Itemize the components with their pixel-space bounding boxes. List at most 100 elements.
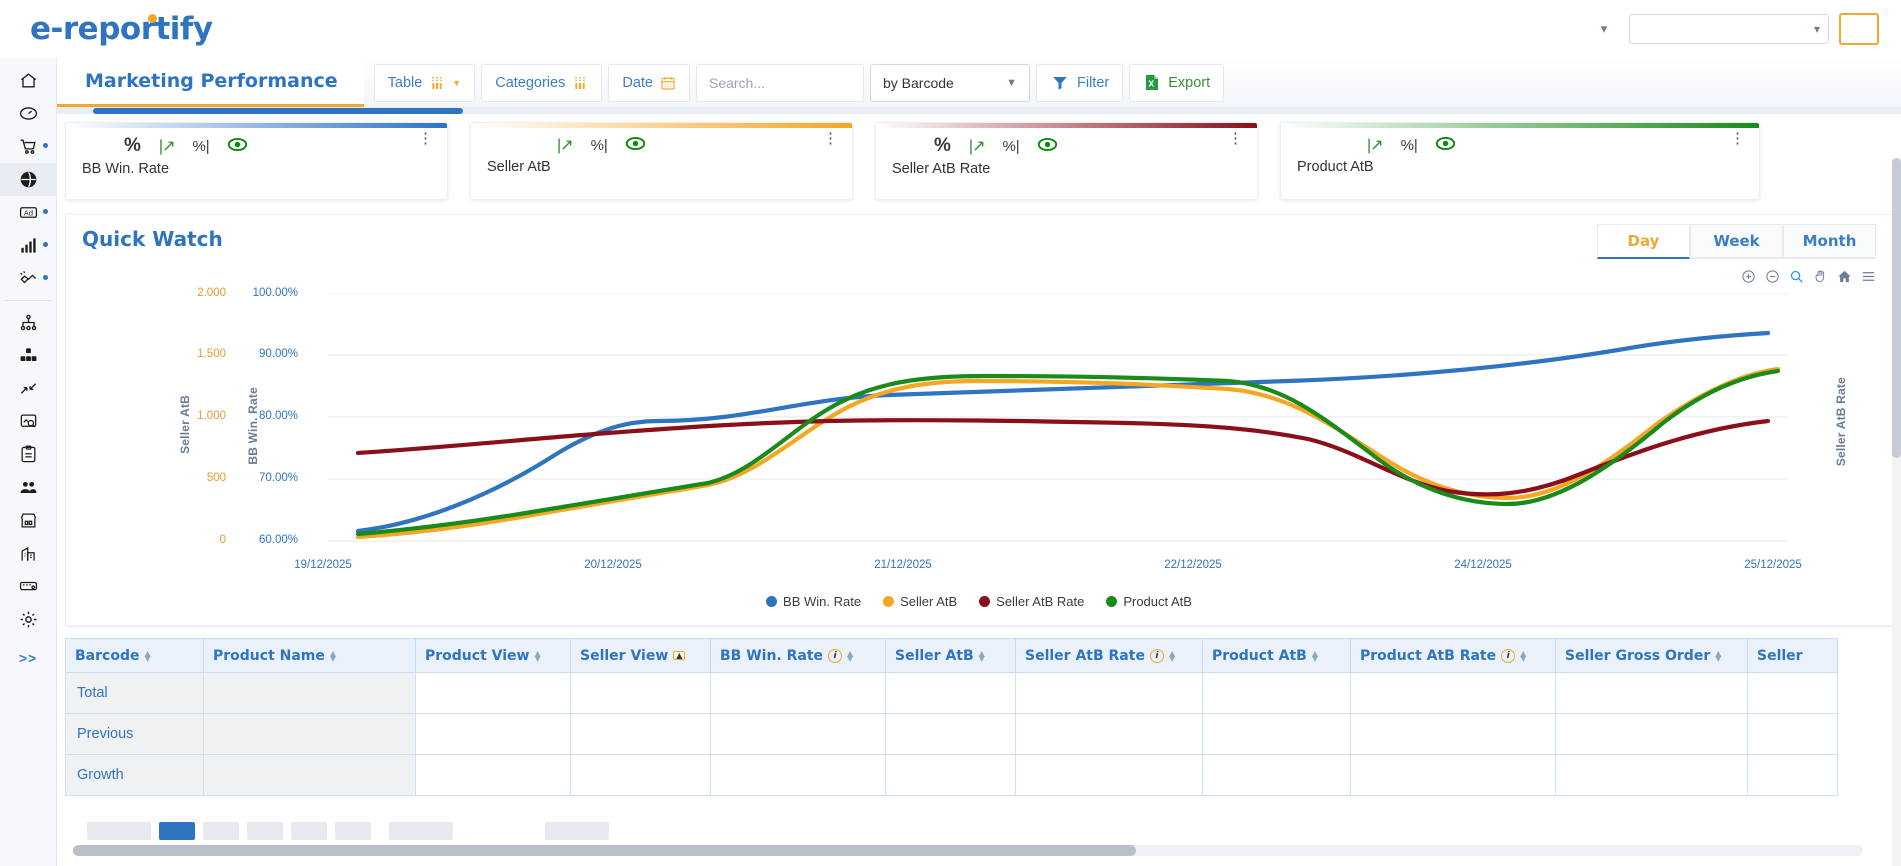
- kpi-card[interactable]: % |↗ %| ⋮ BB Win. Rate: [65, 122, 448, 200]
- row-cell[interactable]: [415, 754, 571, 796]
- row-cell[interactable]: [1555, 672, 1748, 714]
- column-header-seller-atb[interactable]: Seller AtB ▲ ▼: [885, 638, 1016, 673]
- legend-item[interactable]: BB Win. Rate: [759, 592, 869, 611]
- sort-icon[interactable]: ▲ ▼: [144, 648, 151, 663]
- page-vertical-scrollbar[interactable]: [1892, 158, 1901, 866]
- percent-end-icon[interactable]: %|: [1400, 136, 1418, 154]
- sort-icon[interactable]: ▲ ▼: [1311, 648, 1318, 663]
- app-logo[interactable]: e-reportify: [30, 11, 213, 47]
- scrollbar-thumb[interactable]: [1892, 158, 1901, 458]
- sidebar-item-hierarchy[interactable]: [0, 306, 57, 339]
- row-cell[interactable]: [710, 754, 886, 796]
- table-row[interactable]: Growth: [65, 754, 1838, 796]
- sidebar-item-invoices[interactable]: [0, 438, 57, 471]
- column-header-bb-win-rate[interactable]: BB Win. Rate i ▲ ▼: [710, 638, 886, 673]
- legend-item[interactable]: Seller AtB Rate: [972, 592, 1092, 611]
- row-cell[interactable]: [203, 713, 416, 755]
- row-cell[interactable]: [885, 754, 1016, 796]
- row-cell[interactable]: [1747, 672, 1838, 714]
- kpi-card[interactable]: |↗ %| ⋮ Seller AtB: [470, 122, 853, 200]
- percent-end-icon[interactable]: %|: [590, 136, 608, 154]
- account-select[interactable]: ▾: [1629, 14, 1829, 44]
- info-icon[interactable]: i: [828, 648, 843, 663]
- sidebar-item-home[interactable]: [0, 64, 57, 97]
- search-input[interactable]: Search...: [695, 63, 864, 102]
- page-button[interactable]: [203, 822, 239, 840]
- export-button[interactable]: X Export: [1129, 63, 1225, 102]
- row-cell[interactable]: [203, 754, 416, 796]
- period-tab-week[interactable]: Week: [1690, 224, 1783, 259]
- row-cell[interactable]: [885, 713, 1016, 755]
- legend-item[interactable]: Product AtB: [1099, 592, 1199, 611]
- categories-button[interactable]: Categories: [481, 63, 603, 102]
- table-button[interactable]: Table ▼: [373, 63, 476, 102]
- eye-icon[interactable]: [1435, 135, 1455, 155]
- row-cell[interactable]: [1350, 672, 1556, 714]
- info-icon[interactable]: i: [1501, 648, 1516, 663]
- rows-per-page-select[interactable]: [545, 822, 609, 840]
- sidebar-item-inventory[interactable]: [0, 339, 57, 372]
- zoom-out-icon[interactable]: [1765, 269, 1780, 284]
- sort-icon-active[interactable]: ▲: [673, 651, 686, 660]
- legend-item[interactable]: Seller AtB: [876, 592, 965, 611]
- page-button[interactable]: [291, 822, 327, 840]
- sort-icon[interactable]: ▲ ▼: [847, 648, 854, 663]
- top-chevron-down-icon[interactable]: ▾: [1600, 21, 1608, 36]
- row-cell[interactable]: [415, 672, 571, 714]
- eye-icon[interactable]: [1037, 136, 1057, 156]
- kebab-menu-icon[interactable]: ⋮: [1730, 130, 1745, 147]
- sort-icon[interactable]: ▲ ▼: [978, 648, 985, 663]
- page-button[interactable]: [335, 822, 371, 840]
- page-button[interactable]: [389, 822, 453, 840]
- eye-icon[interactable]: [227, 136, 247, 156]
- column-header-barcode[interactable]: Barcode ▲ ▼: [65, 638, 204, 673]
- sort-icon[interactable]: ▲ ▼: [1168, 648, 1176, 663]
- percent-end-icon[interactable]: %|: [192, 137, 210, 155]
- sidebar-item-settings[interactable]: [0, 603, 57, 636]
- row-cell[interactable]: [1202, 754, 1351, 796]
- period-tab-day[interactable]: Day: [1597, 224, 1690, 259]
- profile-button[interactable]: [1839, 13, 1879, 45]
- sort-icon[interactable]: ▲ ▼: [329, 648, 337, 663]
- pan-icon[interactable]: [1813, 269, 1828, 284]
- search-by-select[interactable]: by Barcode ▼: [869, 63, 1030, 102]
- sidebar-expand-button[interactable]: >>: [18, 650, 38, 666]
- column-header-product-name[interactable]: Product Name ▲ ▼: [203, 638, 416, 673]
- row-cell[interactable]: [1202, 713, 1351, 755]
- sidebar-item-marketplace[interactable]: [0, 163, 57, 196]
- kebab-menu-icon[interactable]: ⋮: [418, 130, 433, 147]
- page-button-active[interactable]: [159, 822, 195, 840]
- trend-up-icon[interactable]: |↗: [557, 137, 574, 154]
- sort-icon[interactable]: ▲ ▼: [1520, 648, 1527, 663]
- row-cell[interactable]: [710, 713, 886, 755]
- row-cell[interactable]: [1015, 713, 1203, 755]
- row-cell[interactable]: [570, 713, 711, 755]
- eye-icon[interactable]: [625, 135, 645, 155]
- menu-icon[interactable]: [1861, 269, 1876, 284]
- sidebar-item-customers[interactable]: [0, 471, 57, 504]
- row-cell[interactable]: [1747, 754, 1838, 796]
- sidebar-item-research[interactable]: [0, 405, 57, 438]
- row-cell[interactable]: [570, 672, 711, 714]
- date-button[interactable]: Date: [608, 63, 690, 102]
- column-header-seller-gross-order[interactable]: Seller Gross Order ▲ ▼: [1555, 638, 1748, 673]
- period-tab-month[interactable]: Month: [1783, 224, 1876, 259]
- row-cell[interactable]: [1350, 754, 1556, 796]
- table-row[interactable]: Total: [65, 672, 1838, 714]
- sort-icon[interactable]: ▲ ▼: [1715, 648, 1722, 663]
- trend-up-icon[interactable]: |↗: [1367, 137, 1384, 154]
- sidebar-item-server[interactable]: [0, 570, 57, 603]
- trend-up-icon[interactable]: |↗: [158, 138, 176, 155]
- page-title[interactable]: Marketing Performance: [57, 58, 364, 107]
- row-cell[interactable]: [1015, 754, 1203, 796]
- row-cell[interactable]: [570, 754, 711, 796]
- percent-icon[interactable]: %: [934, 135, 951, 156]
- row-cell[interactable]: [1202, 672, 1351, 714]
- page-button[interactable]: [247, 822, 283, 840]
- row-cell[interactable]: [203, 672, 416, 714]
- selection-zoom-icon[interactable]: [1789, 269, 1804, 284]
- sidebar-item-orders[interactable]: [0, 130, 57, 163]
- row-cell[interactable]: [710, 672, 886, 714]
- column-header-product-atb[interactable]: Product AtB ▲ ▼: [1202, 638, 1351, 673]
- column-header-seller-view[interactable]: Seller View ▲: [570, 638, 711, 673]
